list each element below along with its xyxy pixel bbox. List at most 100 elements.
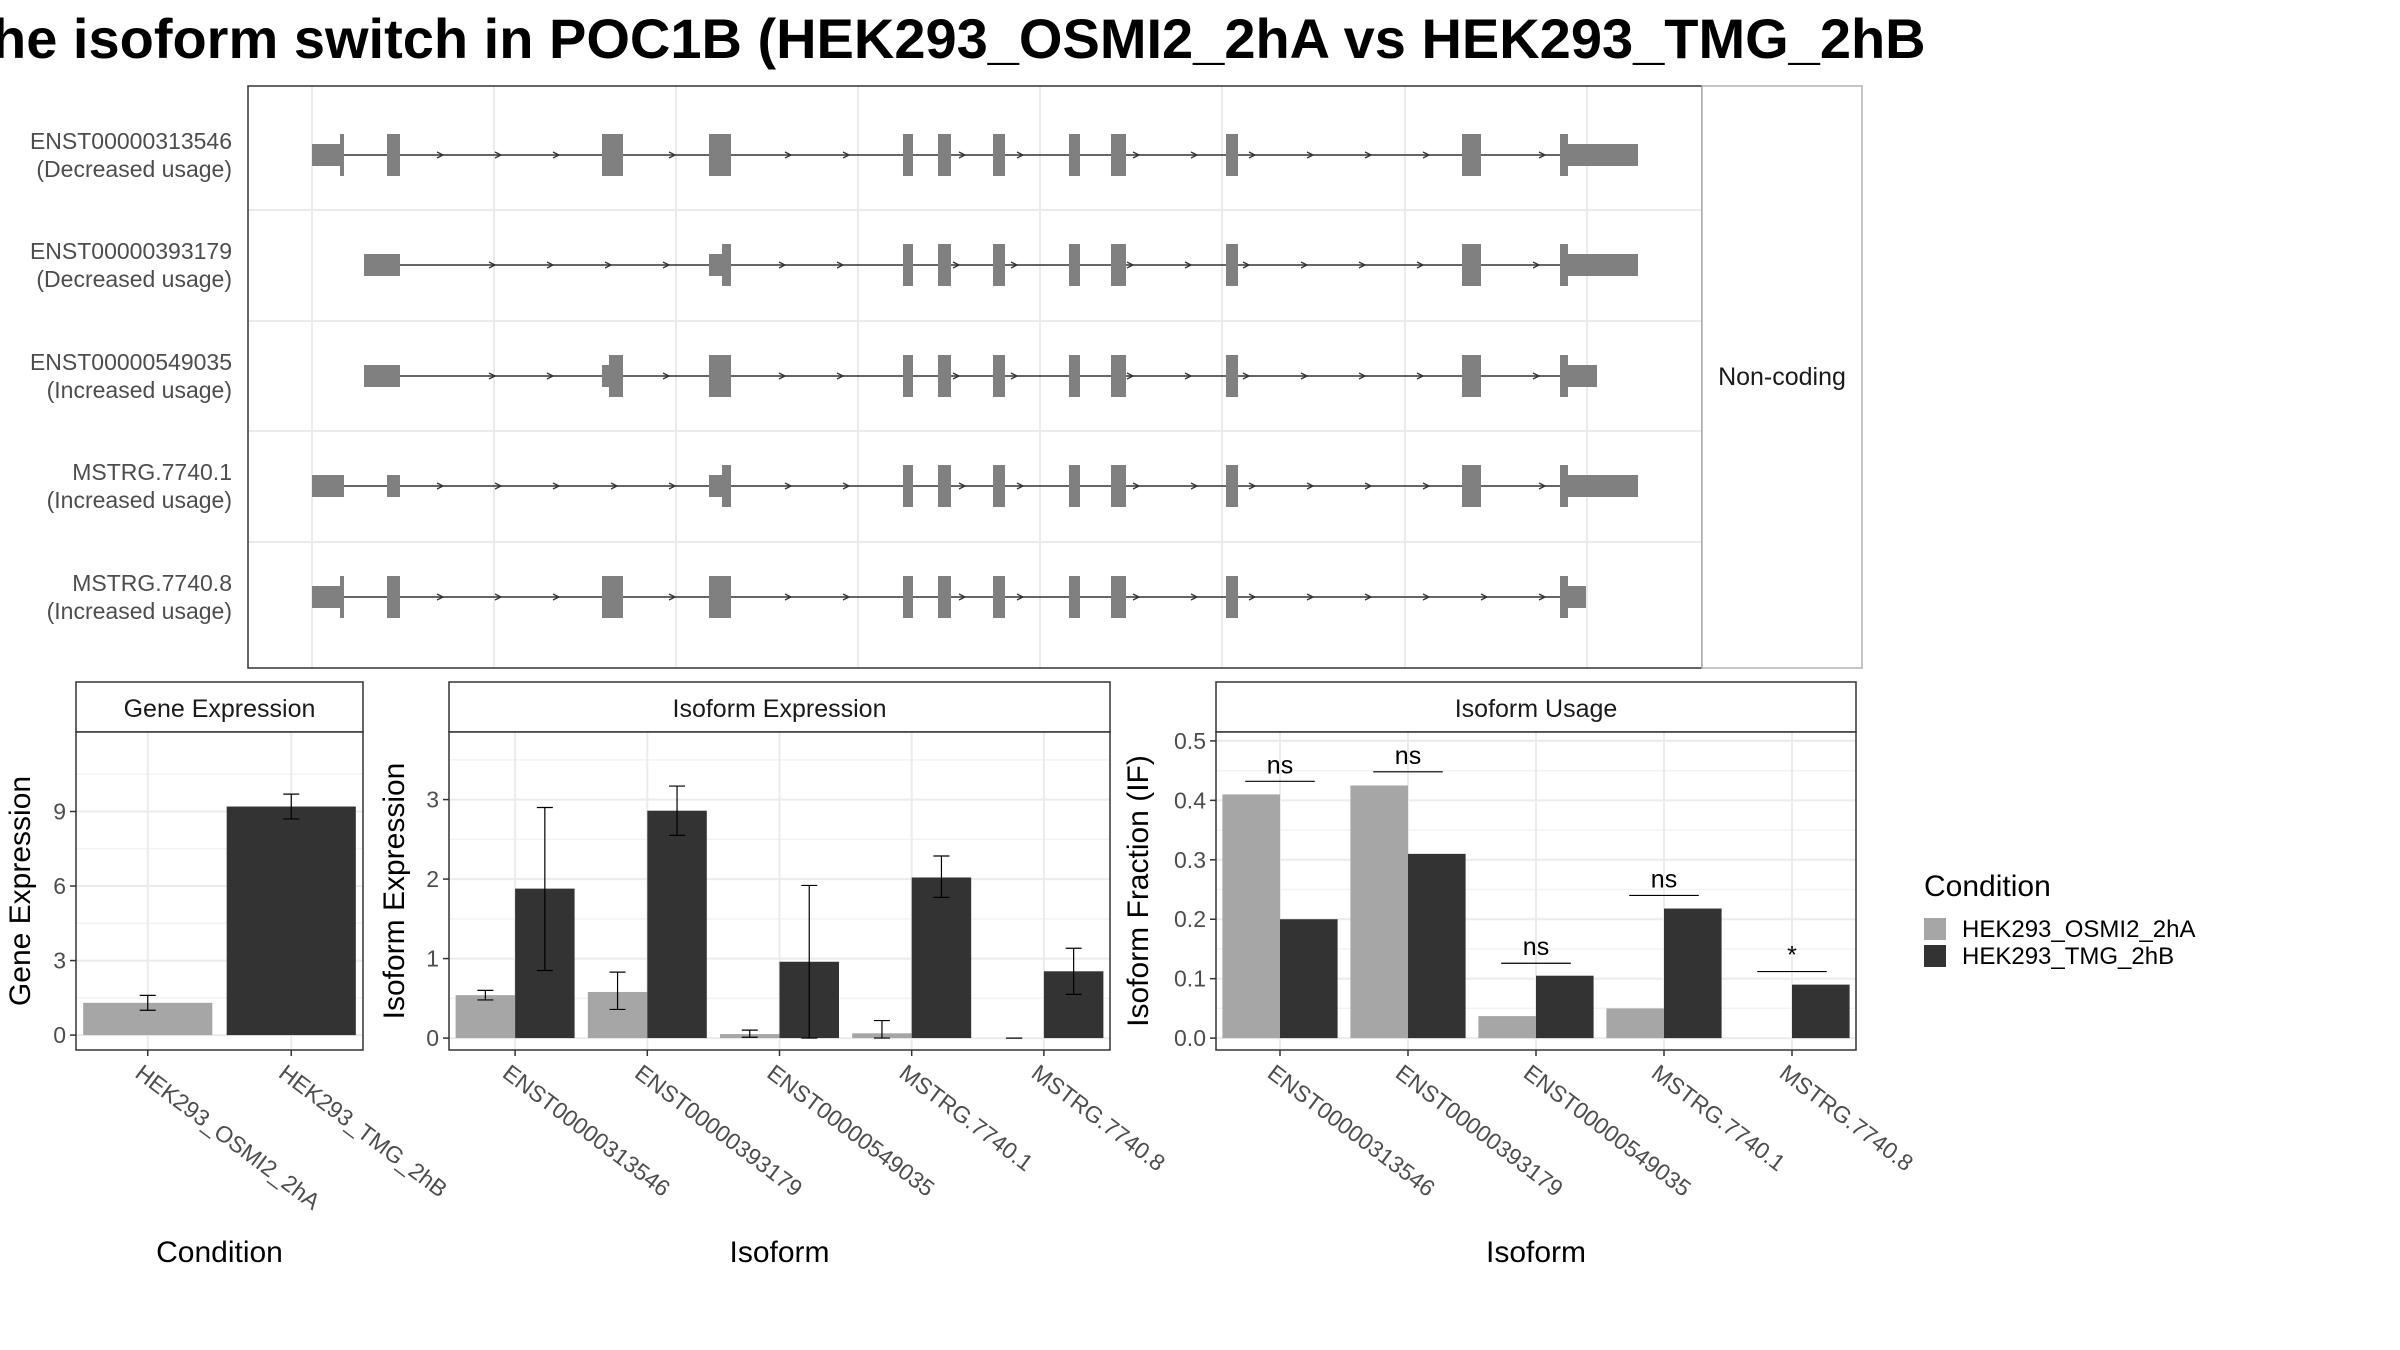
- exon-block: [1226, 244, 1238, 286]
- intron-direction-arrow: [1538, 593, 1547, 601]
- intron-direction-arrow: [1358, 261, 1367, 269]
- intron-direction-arrow: [836, 372, 845, 380]
- error-bar: [477, 989, 494, 1001]
- exon-block: [1560, 576, 1568, 618]
- transcript-id-label: ENST00000313546: [30, 128, 232, 154]
- exon-block: [387, 134, 400, 176]
- exon-block: [709, 134, 731, 176]
- exon-block: [903, 134, 913, 176]
- bar-cond2: [647, 810, 707, 1039]
- transcript-usage-label: (Decreased usage): [36, 266, 232, 292]
- exon-block: [1111, 465, 1126, 507]
- x-axis-title: Isoform: [1486, 1236, 1586, 1269]
- exon-block: [1560, 355, 1568, 397]
- bar-cond2: [1536, 975, 1594, 1039]
- exon-block: [1226, 134, 1238, 176]
- panel-strip: [75, 681, 364, 733]
- y-tick-label: 0: [53, 1022, 66, 1048]
- significance-label: ns: [1267, 751, 1293, 779]
- intron-direction-arrow: [1248, 151, 1257, 159]
- bar-cond1: [455, 995, 516, 1039]
- intron-direction-arrow: [778, 372, 787, 380]
- gene-expression-panel: Gene Expression0369HEK293_OSMI2_2hAHEK29…: [4, 681, 452, 1269]
- intron-direction-arrow: [1016, 593, 1025, 601]
- intron-direction-arrow: [1248, 482, 1257, 490]
- isoform-usage-panel: Isoform Usage 0.0 0.1 0.2 0.3 0.4 0.5 ns ns ns ns *…: [1122, 681, 1918, 1269]
- intron-direction-arrow: [1416, 261, 1425, 269]
- x-tick-label: MSTRG.7740.8: [1027, 1059, 1170, 1176]
- error-bar: [801, 884, 818, 1039]
- significance-label: ns: [1651, 865, 1677, 893]
- intron-direction-arrow: [1010, 372, 1019, 380]
- exon-block: [1462, 134, 1481, 176]
- y-tick-label: 1: [426, 946, 439, 972]
- exon-block: [903, 576, 913, 618]
- exon-block: [602, 576, 623, 618]
- intron-direction-arrow: [842, 593, 851, 601]
- transcript-row-4: [312, 465, 1638, 507]
- y-axis-title: Isoform Expression: [378, 763, 411, 1020]
- exon-block: [1226, 576, 1238, 618]
- exon-block: [602, 365, 609, 387]
- transcript-usage-label: (Increased usage): [47, 487, 232, 513]
- y-tick-label: 0.0: [1174, 1025, 1206, 1051]
- exon-block: [709, 355, 731, 397]
- intron-direction-arrow: [784, 593, 793, 601]
- intron-direction-arrow: [1016, 151, 1025, 159]
- exon-block: [903, 244, 913, 286]
- error-bar: [873, 1019, 890, 1039]
- intron-direction-arrow: [958, 593, 967, 601]
- exon-block: [709, 475, 722, 497]
- intron-direction-arrow: [778, 261, 787, 269]
- exon-block: [938, 465, 951, 507]
- exon-block: [1069, 465, 1080, 507]
- exon-block: [722, 244, 731, 286]
- y-tick-label: 0.5: [1174, 728, 1206, 754]
- significance-annotation: *: [1757, 942, 1827, 973]
- intron-direction-arrow: [1126, 261, 1135, 269]
- significance-annotation: ns: [1245, 751, 1315, 782]
- intron-direction-arrow: [494, 151, 503, 159]
- exon-block: [1069, 244, 1080, 286]
- significance-annotation: ns: [1373, 742, 1443, 773]
- intron-direction-arrow: [1306, 593, 1315, 601]
- intron-direction-arrow: [1300, 372, 1309, 380]
- intron-direction-arrow: [952, 372, 961, 380]
- intron-direction-arrow: [662, 261, 671, 269]
- bar-cond1: [1606, 1008, 1664, 1039]
- error-bar: [741, 1029, 758, 1038]
- legend-label: HEK293_OSMI2_2hA: [1962, 916, 2195, 943]
- intron-direction-arrow: [958, 151, 967, 159]
- y-tick-label: 0: [426, 1025, 439, 1051]
- exon-block: [1111, 355, 1126, 397]
- intron-direction-arrow: [784, 151, 793, 159]
- exon-block: [1462, 244, 1481, 286]
- bar-cond2: [1280, 919, 1338, 1039]
- exon-block: [1462, 465, 1481, 507]
- x-axis-title: Condition: [156, 1236, 283, 1269]
- intron-direction-arrow: [1132, 593, 1141, 601]
- intron-direction-arrow: [546, 261, 555, 269]
- intron-direction-arrow: [1010, 261, 1019, 269]
- transcript-id-label: MSTRG.7740.8: [72, 570, 232, 596]
- y-axis-title: Isoform Fraction (IF): [1122, 755, 1155, 1027]
- intron-direction-arrow: [1306, 151, 1315, 159]
- y-tick-label: 0.2: [1174, 906, 1206, 932]
- error-bar: [933, 855, 950, 898]
- y-tick-label: 0.1: [1174, 966, 1206, 992]
- exon-block: [709, 254, 722, 276]
- y-axis-title: Gene Expression: [4, 776, 37, 1006]
- intron-direction-arrow: [552, 482, 561, 490]
- exon-block: [1568, 254, 1638, 276]
- legend-label: HEK293_TMG_2hB: [1962, 943, 2174, 970]
- exon-block: [709, 576, 731, 618]
- panel-strip: [1215, 681, 1857, 733]
- y-tick-label: 0.3: [1174, 847, 1206, 873]
- intron-direction-arrow: [1416, 372, 1425, 380]
- exon-block: [1069, 355, 1080, 397]
- intron-direction-arrow: [1532, 372, 1541, 380]
- intron-direction-arrow: [494, 593, 503, 601]
- exon-block: [1568, 365, 1597, 387]
- intron-direction-arrow: [436, 151, 445, 159]
